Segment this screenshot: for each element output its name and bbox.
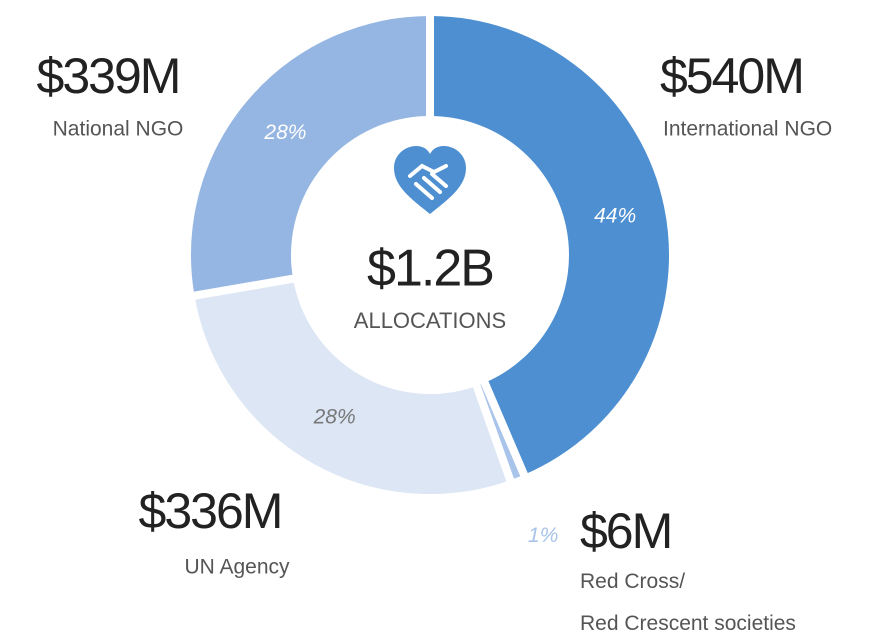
category-line: Red Cross/	[580, 570, 685, 593]
donut-slice	[185, 273, 517, 502]
amount-label: $6M	[580, 503, 671, 559]
category-label: International NGO	[663, 118, 832, 141]
amount-label: $540M	[660, 48, 803, 104]
center-icon	[394, 146, 466, 214]
amount-label: $339M	[37, 48, 180, 104]
category-label: UN Agency	[184, 556, 290, 579]
percent-label: 44%	[594, 205, 636, 228]
center-label: ALLOCATIONS	[354, 308, 506, 333]
center-value: $1.2B	[367, 240, 493, 298]
category-line: Red Crescent societies	[580, 612, 796, 635]
percent-label: 28%	[313, 406, 356, 429]
donut-slice	[426, 7, 677, 484]
percent-label: 28%	[263, 121, 306, 144]
donut-slice	[183, 7, 434, 301]
amount-label: $336M	[139, 483, 282, 539]
category-label: National NGO	[53, 118, 184, 141]
category-label: Red Cross/Red Crescent societies	[580, 570, 796, 635]
percent-label: 1%	[528, 524, 558, 547]
